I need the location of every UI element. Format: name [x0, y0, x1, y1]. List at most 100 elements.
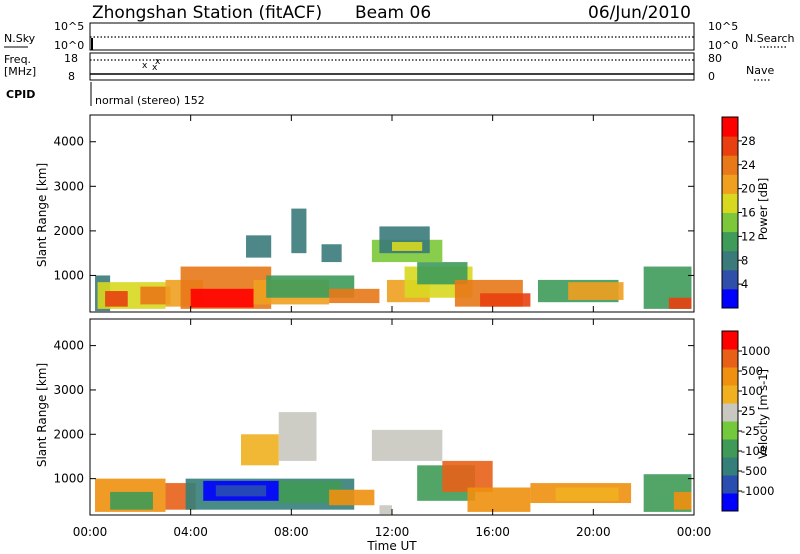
power-colorbar-tick-label-5: 24 [741, 158, 756, 172]
freq-scatter-mark-3: x [155, 57, 161, 67]
velocity-colorbar-frame [721, 330, 739, 512]
power-colorbar-tick-label-6: 28 [741, 134, 756, 148]
velocity-colorbar-tick-label-2: 100 [741, 384, 763, 398]
velocity-colorbar-tick-label-6: -500 [741, 464, 767, 478]
velocity-colorbar-swatch-0 [722, 493, 738, 512]
velocity-colorbar-swatch-4 [722, 421, 738, 440]
station-title: Zhongshan Station (fitACF) [92, 3, 322, 23]
power-colorbar-swatch-7 [722, 155, 738, 175]
velocity-colorbar-label: Velocity [m s-1] [756, 369, 770, 459]
nsky-tick-low: 10^0 [54, 39, 84, 52]
velocity-colorbar-swatch-9 [722, 331, 738, 350]
power-y-axis: 1000 2000 3000 4000 [53, 135, 694, 282]
nsky-label: N.Sky [4, 32, 36, 45]
velocity-patch-6 [278, 480, 342, 504]
power-colorbar-tick-label-3: 16 [741, 206, 756, 220]
power-colorbar-tick-label-1: 8 [741, 253, 748, 267]
time-tick-label-4: 16:00 [475, 525, 510, 539]
velocity-patch-1 [110, 491, 153, 510]
velocity-patch-10 [371, 429, 443, 461]
time-tick-label-2: 08:00 [274, 525, 309, 539]
power-patch-6 [190, 288, 254, 308]
velocity-colorbar-tick-label-0: 1000 [741, 344, 770, 358]
beam-title: Beam 06 [355, 3, 431, 23]
freq-panel: x x x Freq. [MHz] 18 8 80 0 Nave [4, 52, 774, 83]
time-tick-label-6: 00:00 [677, 525, 712, 539]
velocity-x-axis [89, 319, 695, 515]
time-tick-label-1: 04:00 [173, 525, 208, 539]
power-x-axis [89, 115, 695, 312]
velocity-patch-5 [215, 485, 267, 497]
nsky-tick-high: 10^5 [54, 20, 84, 33]
nave-tick-high: 80 [708, 52, 722, 65]
velocity-y-tick-label-2: 3000 [53, 383, 84, 397]
time-tick-label-0: 00:00 [73, 525, 108, 539]
power-patch-23 [246, 235, 272, 258]
power-colorbar-swatch-9 [722, 117, 738, 137]
velocity-y-label: Slant Range [km] [35, 363, 49, 467]
nsearch-label: N.Search [745, 32, 795, 45]
power-colorbar-swatch-2 [722, 250, 738, 271]
velocity-colorbar-swatch-6 [722, 385, 738, 404]
freq-scatter-mark-2: x [152, 63, 158, 73]
power-colorbar: Power [dB] 4 8 12 16 20 24 28 [721, 116, 770, 309]
power-colorbar-swatch-0 [722, 288, 738, 309]
velocity-panel: 1000 2000 3000 4000 Slant Range [km] [35, 318, 695, 516]
power-patch-21 [668, 297, 692, 309]
velocity-patch-13 [442, 460, 493, 492]
velocity-colorbar-tick-label-4: -25 [741, 424, 760, 438]
velocity-colorbar-tick-label-5: -100 [741, 444, 767, 458]
power-colorbar-tick-label-0: 4 [741, 277, 748, 291]
power-colorbar-swatch-8 [722, 136, 738, 156]
velocity-colorbar-swatch-7 [722, 367, 738, 386]
velocity-colorbar-swatch-1 [722, 475, 738, 494]
power-y-tick-label-3: 4000 [53, 135, 84, 149]
power-colorbar-swatch-1 [722, 269, 738, 290]
time-tick-label-3: 12:00 [375, 525, 410, 539]
power-patch-12 [417, 262, 468, 285]
velocity-y-axis: 1000 2000 3000 4000 [53, 339, 694, 486]
cpid-label: CPID [6, 88, 35, 101]
freq-unit: [MHz] [4, 65, 36, 78]
time-axis-labels: 00:00 04:00 08:00 12:00 16:00 20:00 00:00 [73, 525, 712, 539]
velocity-colorbar-tick-label-7: -1000 [741, 484, 774, 498]
freq-tick-high: 18 [64, 52, 78, 65]
time-tick-label-5: 20:00 [576, 525, 611, 539]
velocity-colorbar-tick-label-3: 25 [741, 404, 756, 418]
velocity-patch-11 [379, 505, 392, 515]
power-panel: 1000 2000 3000 4000 Slant Range [km] [35, 114, 695, 313]
power-patch-3 [140, 286, 171, 305]
velocity-colorbar-swatch-2 [722, 457, 738, 476]
nsky-panel: N.Sky 10^5 10^0 10^5 10^0 N.Search [4, 20, 795, 52]
freq-scatter-mark-1: x [142, 61, 148, 71]
velocity-patch-14 [467, 487, 531, 512]
velocity-y-tick-label-0: 1000 [53, 472, 84, 486]
power-patch-22 [291, 208, 307, 254]
cpid-mode-text: normal (stereo) 152 [95, 94, 205, 107]
x-axis-label: Time UT [366, 539, 417, 553]
power-colorbar-swatch-6 [722, 174, 738, 194]
power-data-layer [95, 208, 692, 312]
velocity-patch-9 [241, 434, 279, 466]
velocity-patch-18 [673, 491, 692, 510]
power-patch-15 [392, 242, 423, 251]
velocity-data-layer [95, 412, 692, 515]
power-patch-17 [480, 293, 531, 307]
power-colorbar-swatch-3 [722, 231, 738, 252]
power-patch-2 [105, 291, 128, 307]
power-y-tick-label-1: 2000 [53, 224, 84, 238]
power-colorbar-swatch-5 [722, 193, 738, 213]
power-colorbar-tick-label-2: 12 [741, 229, 756, 243]
power-y-tick-label-0: 1000 [53, 268, 84, 282]
velocity-patch-8 [278, 412, 317, 461]
power-patch-19 [568, 282, 624, 300]
power-y-tick-label-2: 3000 [53, 179, 84, 193]
velocity-colorbar-tick-label-1: 500 [741, 364, 763, 378]
power-y-label: Slant Range [km] [35, 163, 49, 267]
nsearch-tick-high: 10^5 [708, 20, 738, 33]
date-title: 06/Jun/2010 [588, 3, 691, 23]
velocity-y-tick-label-3: 4000 [53, 339, 84, 353]
freq-label: Freq. [4, 53, 31, 66]
velocity-y-tick-label-1: 2000 [53, 427, 84, 441]
